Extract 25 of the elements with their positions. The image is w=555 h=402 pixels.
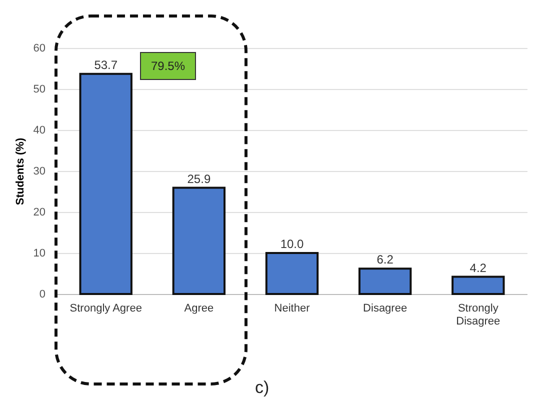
y-tick-label: 60 [33,42,46,54]
data-label: 53.7 [94,58,118,72]
bar [265,252,319,295]
y-tick-label: 10 [33,248,46,260]
y-tick-label: 40 [33,124,46,136]
y-axis-title: Students (%) [14,138,26,206]
y-tick-label: 50 [33,84,46,96]
x-tick-label: Agree [184,302,214,314]
x-tick-label: Strongly Agree [70,302,142,314]
data-label: 6.2 [376,252,394,267]
data-label: 10.0 [280,237,304,251]
y-tick-label: 0 [39,288,46,300]
x-tick-label: Strongly Disagree [456,302,500,328]
y-tick-label: 30 [33,166,46,178]
bar [79,72,132,295]
bar [172,186,226,295]
text: c) [255,378,270,398]
bar [358,268,412,295]
data-label: 4.2 [470,260,487,275]
x-tick-label: Neither [274,302,310,314]
y-tick-label: 20 [33,206,46,218]
annotation: 79.5% [140,52,196,80]
x-tick-label: Disagree [363,302,408,314]
data-label: 25.9 [187,172,211,186]
bar [452,276,505,295]
